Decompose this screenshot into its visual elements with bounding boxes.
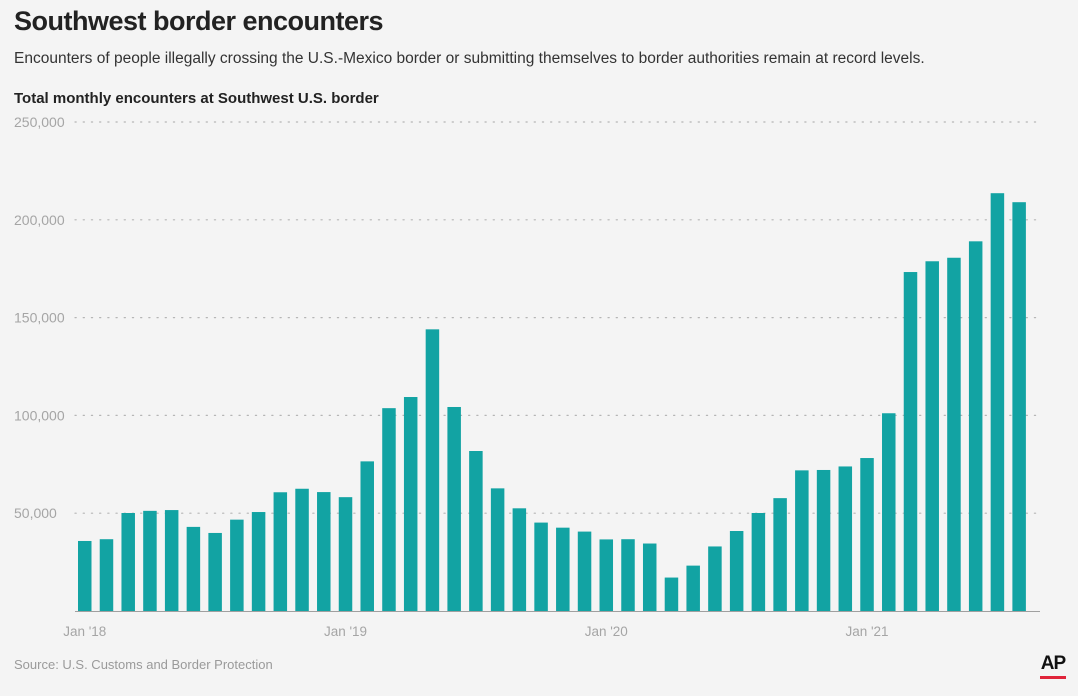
bar bbox=[360, 461, 374, 611]
bar bbox=[143, 510, 157, 611]
bar bbox=[469, 451, 483, 611]
y-tick-label: 250,000 bbox=[14, 114, 65, 130]
bar bbox=[230, 519, 244, 611]
bar bbox=[903, 272, 918, 611]
bar bbox=[425, 329, 440, 611]
bar bbox=[664, 577, 679, 611]
bar bbox=[121, 513, 135, 611]
x-tick-label: Jan '21 bbox=[845, 624, 888, 639]
ap-logo: AP bbox=[1040, 653, 1066, 679]
bar bbox=[186, 526, 201, 611]
bar bbox=[729, 531, 744, 611]
bar bbox=[338, 497, 353, 611]
bar bbox=[642, 543, 657, 611]
bar bbox=[947, 257, 961, 611]
bar bbox=[273, 492, 288, 611]
bar bbox=[556, 527, 570, 611]
bar bbox=[577, 531, 592, 611]
bar bbox=[208, 532, 222, 611]
x-tick-labels: Jan '18 Jan '19 Jan '20 Jan '21 bbox=[63, 624, 888, 639]
ap-logo-underline bbox=[1040, 676, 1066, 679]
bar bbox=[164, 510, 179, 611]
bar bbox=[925, 261, 939, 611]
page-title: Southwest border encounters bbox=[14, 6, 384, 36]
bar bbox=[708, 546, 722, 611]
source-note: Source: U.S. Customs and Border Protecti… bbox=[14, 657, 273, 672]
y-tick-label: 50,000 bbox=[14, 505, 57, 521]
y-tick-label: 100,000 bbox=[14, 407, 65, 423]
bar bbox=[882, 413, 896, 611]
bar bbox=[317, 492, 331, 611]
bar bbox=[512, 508, 527, 611]
bar bbox=[816, 469, 831, 611]
bar bbox=[1012, 202, 1026, 611]
y-tick-labels: 50,000 100,000 150,000 200,000 250,000 bbox=[14, 114, 65, 521]
bar bbox=[968, 241, 983, 611]
bar bbox=[838, 466, 853, 611]
bar bbox=[795, 470, 809, 611]
bar bbox=[990, 193, 1005, 611]
y-tick-label: 200,000 bbox=[14, 212, 65, 228]
bar bbox=[99, 539, 114, 611]
bar bbox=[78, 540, 92, 611]
bar bbox=[686, 565, 700, 611]
x-tick-label: Jan '19 bbox=[324, 624, 367, 639]
bar bbox=[382, 408, 396, 611]
bar bbox=[295, 488, 309, 611]
bar bbox=[751, 513, 766, 611]
x-tick-label: Jan '18 bbox=[63, 624, 106, 639]
ap-logo-text: AP bbox=[1040, 653, 1066, 674]
chart-title: Total monthly encounters at Southwest U.… bbox=[14, 90, 379, 107]
bar bbox=[403, 397, 418, 611]
bar bbox=[621, 539, 635, 611]
bar bbox=[490, 488, 505, 611]
bar bbox=[860, 458, 874, 611]
bars bbox=[78, 193, 1026, 611]
bar bbox=[447, 406, 461, 611]
x-tick-label: Jan '20 bbox=[585, 624, 628, 639]
bar bbox=[251, 512, 266, 611]
bar bbox=[599, 539, 614, 611]
gridlines bbox=[74, 121, 1041, 514]
bar bbox=[773, 498, 787, 611]
bar bbox=[534, 522, 548, 611]
page-subtitle: Encounters of people illegally crossing … bbox=[14, 50, 925, 67]
y-tick-label: 150,000 bbox=[14, 310, 65, 326]
